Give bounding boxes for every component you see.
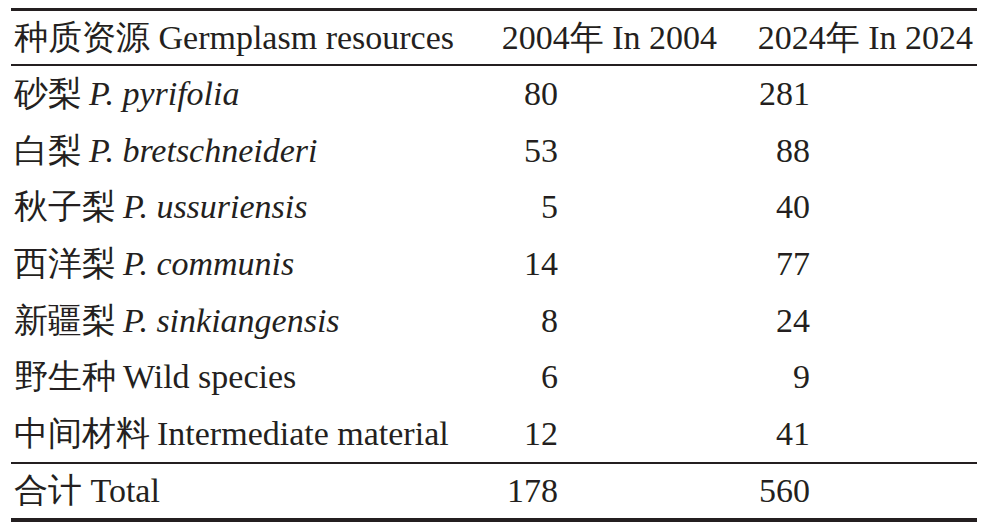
row-label: 秋子梨P. ussuriensis bbox=[11, 190, 308, 224]
table-row-intermediate-material: 中间材料Intermediate material 12 41 bbox=[11, 406, 977, 463]
value-2024: 40 bbox=[776, 190, 810, 224]
table-row-bretschneideri: 白梨P. bretschneideri 53 88 bbox=[11, 123, 977, 180]
table-total-row: 合计 Total 178 560 bbox=[11, 462, 977, 522]
row-label: 新疆梨P. sinkiangensis bbox=[11, 304, 340, 338]
row-label-en: Intermediate material bbox=[157, 415, 449, 452]
total-2024: 560 bbox=[759, 474, 810, 508]
value-2004: 14 bbox=[524, 247, 558, 281]
row-label: 砂梨P. pyrifolia bbox=[11, 77, 240, 111]
value-2024: 9 bbox=[793, 360, 810, 394]
row-label: 西洋梨P. communis bbox=[11, 247, 294, 281]
row-label-latin: P. sinkiangensis bbox=[123, 302, 340, 339]
row-label-latin: P. ussuriensis bbox=[123, 188, 308, 225]
row-label-zh: 秋子梨 bbox=[14, 188, 116, 225]
value-2004: 12 bbox=[524, 417, 558, 451]
header-in-2004: 2004年 In 2004 bbox=[502, 21, 717, 55]
value-2024: 77 bbox=[776, 247, 810, 281]
row-label-zh: 砂梨 bbox=[14, 75, 82, 112]
row-label-zh: 西洋梨 bbox=[14, 245, 116, 282]
row-label-latin: P. bretschneideri bbox=[89, 132, 318, 169]
row-label: 白梨P. bretschneideri bbox=[11, 134, 318, 168]
value-2024: 41 bbox=[776, 417, 810, 451]
total-label: 合计 Total bbox=[11, 474, 160, 508]
row-label: 野生种Wild species bbox=[11, 360, 296, 394]
value-2004: 5 bbox=[541, 190, 558, 224]
row-label-zh: 新疆梨 bbox=[14, 302, 116, 339]
value-2024: 281 bbox=[759, 77, 810, 111]
row-label: 中间材料Intermediate material bbox=[11, 417, 449, 451]
header-in-2024: 2024年 In 2024 bbox=[758, 21, 973, 55]
table-header-row: 种质资源 Germplasm resources 2004年 In 2004 2… bbox=[11, 8, 977, 66]
value-2004: 6 bbox=[541, 360, 558, 394]
row-label-latin: P. communis bbox=[123, 245, 294, 282]
row-label-latin: P. pyrifolia bbox=[89, 75, 240, 112]
total-2004: 178 bbox=[507, 474, 558, 508]
value-2004: 8 bbox=[541, 304, 558, 338]
row-label-en: Wild species bbox=[123, 358, 296, 395]
table-row-communis: 西洋梨P. communis 14 77 bbox=[11, 236, 977, 293]
row-label-zh: 野生种 bbox=[14, 358, 116, 395]
value-2024: 88 bbox=[776, 134, 810, 168]
table-row-pyrifolia: 砂梨P. pyrifolia 80 281 bbox=[11, 66, 977, 123]
value-2004: 53 bbox=[524, 134, 558, 168]
value-2024: 24 bbox=[776, 304, 810, 338]
table-row-wild-species: 野生种Wild species 6 9 bbox=[11, 349, 977, 406]
row-label-zh: 中间材料 bbox=[14, 415, 150, 452]
header-germplasm-resources: 种质资源 Germplasm resources bbox=[11, 21, 454, 55]
table-row-ussuriensis: 秋子梨P. ussuriensis 5 40 bbox=[11, 179, 977, 236]
table-row-sinkiangensis: 新疆梨P. sinkiangensis 8 24 bbox=[11, 292, 977, 349]
germplasm-resources-table: 种质资源 Germplasm resources 2004年 In 2004 2… bbox=[11, 8, 977, 522]
row-label-zh: 白梨 bbox=[14, 132, 82, 169]
value-2004: 80 bbox=[524, 77, 558, 111]
